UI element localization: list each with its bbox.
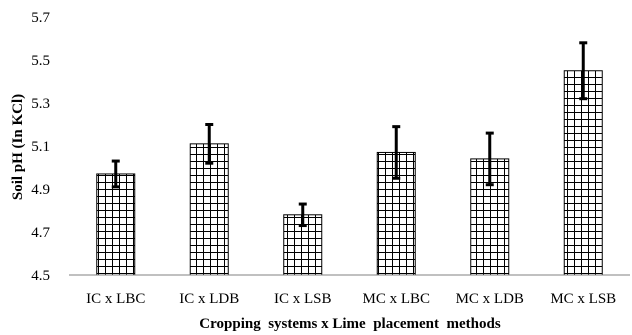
bar	[96, 173, 136, 276]
y-tick-label: 5.1	[31, 139, 50, 155]
x-tick-label: IC x LBC	[86, 291, 145, 307]
y-tick-label: 4.9	[31, 182, 50, 198]
y-tick-label: 5.7	[31, 10, 50, 26]
y-tick-label: 5.5	[31, 53, 50, 69]
error-bar	[485, 131, 494, 187]
error-bar	[392, 125, 401, 180]
y-tick-label: 5.3	[31, 96, 50, 112]
bar	[470, 158, 510, 276]
y-axis-title: Soil pH (In KCl)	[10, 94, 26, 200]
bars	[96, 70, 603, 276]
error-bars	[111, 41, 588, 228]
x-tick-label: MC x LSB	[550, 291, 616, 307]
x-tick-label: IC x LSB	[274, 291, 332, 307]
x-tick-label: MC x LBC	[362, 291, 430, 307]
y-tick-label: 4.7	[31, 225, 50, 241]
y-axis-ticks: 4.5 4.7 4.9 5.1 5.3 5.5 5.7	[31, 10, 50, 284]
x-tick-label: MC x LDB	[456, 291, 524, 307]
bar	[563, 70, 603, 276]
x-axis-tick-labels: IC x LBC IC x LDB IC x LSB MC x LBC MC x LDB…	[86, 291, 616, 307]
bar	[189, 143, 229, 276]
error-bar	[298, 202, 307, 228]
x-tick-label: IC x LDB	[179, 291, 239, 307]
error-bar	[579, 41, 588, 101]
x-axis-title: Cropping systems x Lime placement method…	[199, 316, 501, 332]
error-bar	[205, 123, 214, 165]
y-tick-label: 4.5	[31, 268, 50, 284]
error-bar	[111, 159, 120, 189]
